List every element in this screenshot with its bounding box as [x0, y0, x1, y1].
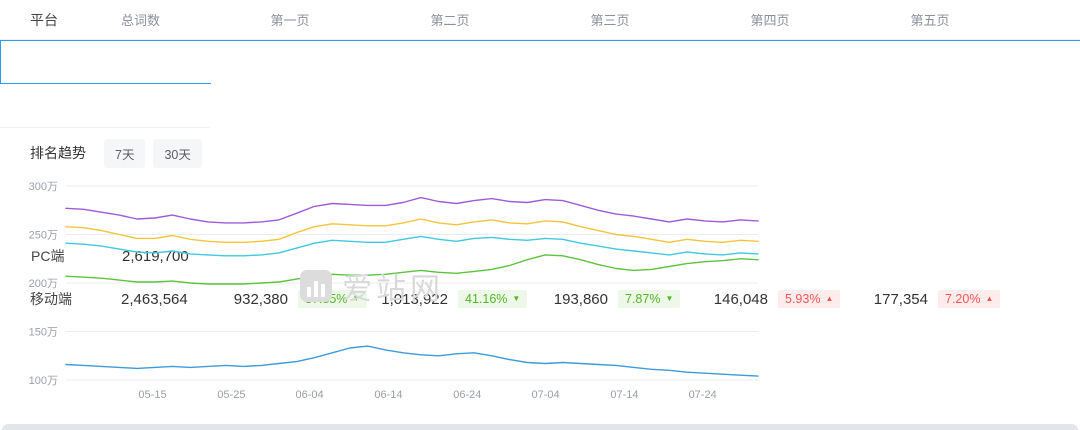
trend-section-title: 排名趋势	[30, 145, 86, 161]
header-page1: 第一页	[270, 13, 310, 28]
trend-line-chart-wrap: 300万 250万 200万 150万 100万 05-15 05-25 06-04 06-14…	[20, 172, 768, 417]
header-page2: 第二页	[430, 13, 470, 28]
trend-arrow-icon: ▲	[825, 294, 834, 303]
tab-30-days[interactable]: 30天	[153, 138, 202, 168]
svg-text:07-14: 07-14	[610, 389, 638, 401]
pct-text: 7.20%	[945, 291, 981, 306]
svg-text:07-24: 07-24	[689, 389, 717, 401]
header-page4: 第四页	[750, 13, 790, 28]
page4-trend-badge[interactable]: 5.93% ▲	[778, 289, 841, 309]
platform-label: PC端	[31, 248, 65, 264]
header-total-words: 总词数	[121, 13, 161, 28]
page5-cell: 177,354 7.20% ▲	[850, 84, 1080, 430]
page2-count: 1,013,922	[381, 290, 448, 308]
trend-arrow-icon: ▼	[665, 294, 674, 303]
tab-7-days[interactable]: 7天	[104, 138, 146, 168]
page5-trend-badge[interactable]: 7.20% ▲	[938, 289, 1001, 309]
page1-count: 932,380	[233, 290, 288, 308]
table-row-mobile[interactable]: 移动端 2,463,564 932,380 37.85% ▼ 1,013,922 …	[0, 84, 1080, 430]
pct-text: 5.93%	[785, 291, 821, 306]
pct-text: 7.87%	[625, 291, 661, 306]
svg-text:150万: 150万	[29, 327, 58, 339]
page3-count: 193,860	[553, 290, 608, 308]
header-page3: 第三页	[590, 13, 630, 28]
trend-arrow-icon: ▼	[352, 294, 361, 303]
page5-count: 177,354	[873, 290, 928, 308]
page3-trend-badge[interactable]: 7.87% ▼	[618, 289, 681, 309]
svg-text:07-04: 07-04	[531, 389, 559, 401]
svg-text:06-04: 06-04	[296, 389, 324, 401]
svg-text:06-14: 06-14	[374, 389, 402, 401]
next-section-edge	[2, 424, 1078, 430]
table-header: 平台 总词数 第一页 第二页 第三页 第四页 第五页	[0, 0, 1080, 40]
trend-line-chart[interactable]: 300万 250万 200万 150万 100万 05-15 05-25 06-04 06-14…	[20, 172, 768, 417]
svg-text:05-15: 05-15	[138, 389, 166, 401]
svg-text:200万: 200万	[29, 278, 58, 290]
total-words-value: 2,463,564	[121, 290, 188, 308]
svg-text:06-24: 06-24	[453, 389, 481, 401]
trend-arrow-icon: ▼	[512, 294, 521, 303]
svg-text:05-25: 05-25	[217, 389, 245, 401]
platform-label: 移动端	[30, 291, 72, 307]
svg-text:100万: 100万	[29, 375, 58, 387]
trend-arrow-icon: ▲	[985, 294, 994, 303]
page2-trend-badge[interactable]: 41.16% ▼	[458, 289, 528, 309]
svg-text:250万: 250万	[29, 230, 58, 242]
pct-text: 41.16%	[465, 291, 508, 306]
header-platform: 平台	[30, 11, 58, 28]
svg-text:300万: 300万	[29, 181, 58, 193]
table-row-pc[interactable]: PC端 2,619,700 1,045,725 39.92%▼ 1,001,87…	[0, 40, 1080, 430]
header-page5: 第五页	[910, 13, 950, 28]
page4-count: 146,048	[713, 290, 768, 308]
